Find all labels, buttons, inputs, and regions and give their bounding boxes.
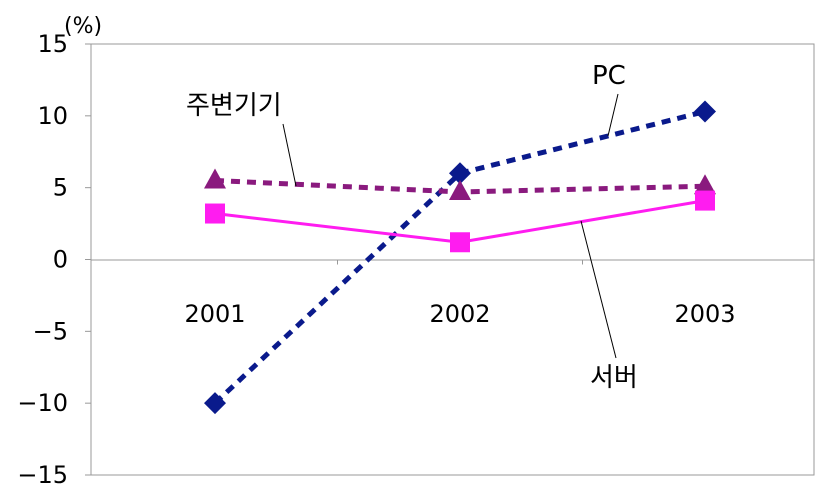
x-tick-label: 2003 — [674, 300, 735, 328]
pc-point — [694, 100, 716, 123]
x-tick-label: 2001 — [184, 300, 245, 328]
y-tick-label: −5 — [33, 317, 68, 345]
callout-peripheral: 주변기기 — [186, 91, 297, 187]
callout-server: 서버 — [580, 220, 638, 393]
y-axis-ticks: 15 10 5 0 −5 −10 −15 — [17, 30, 91, 489]
series-line-0 — [213, 109, 706, 405]
server-series-label: 서버 — [590, 363, 638, 393]
pc-point — [204, 392, 226, 415]
y-tick-label: 0 — [53, 246, 68, 274]
pc-series-label: PC — [592, 61, 626, 91]
y-unit-label: (%) — [64, 14, 102, 39]
series-group — [204, 100, 716, 415]
callout-pc: PC — [592, 61, 626, 137]
y-tick-label: 15 — [37, 30, 68, 58]
y-tick-label: 5 — [53, 174, 68, 202]
server-point — [450, 232, 470, 253]
peripheral-series-label: 주변기기 — [186, 91, 282, 121]
peripheral-point — [204, 168, 226, 189]
y-tick-label: −10 — [17, 389, 68, 417]
server-leader-line — [580, 220, 617, 359]
x-tick-label: 2002 — [429, 300, 490, 328]
pc-point — [449, 162, 471, 185]
y-tick-label: 10 — [37, 102, 68, 130]
y-tick-label: −15 — [17, 461, 68, 489]
server-point — [695, 190, 715, 211]
x-axis-labels: 2001 2002 2003 — [184, 259, 736, 328]
pc-leader-line — [607, 93, 619, 137]
peripheral-point — [449, 179, 471, 200]
server-point — [205, 203, 225, 224]
peripheral-point — [694, 174, 716, 195]
peripheral-leader-line — [282, 123, 297, 187]
